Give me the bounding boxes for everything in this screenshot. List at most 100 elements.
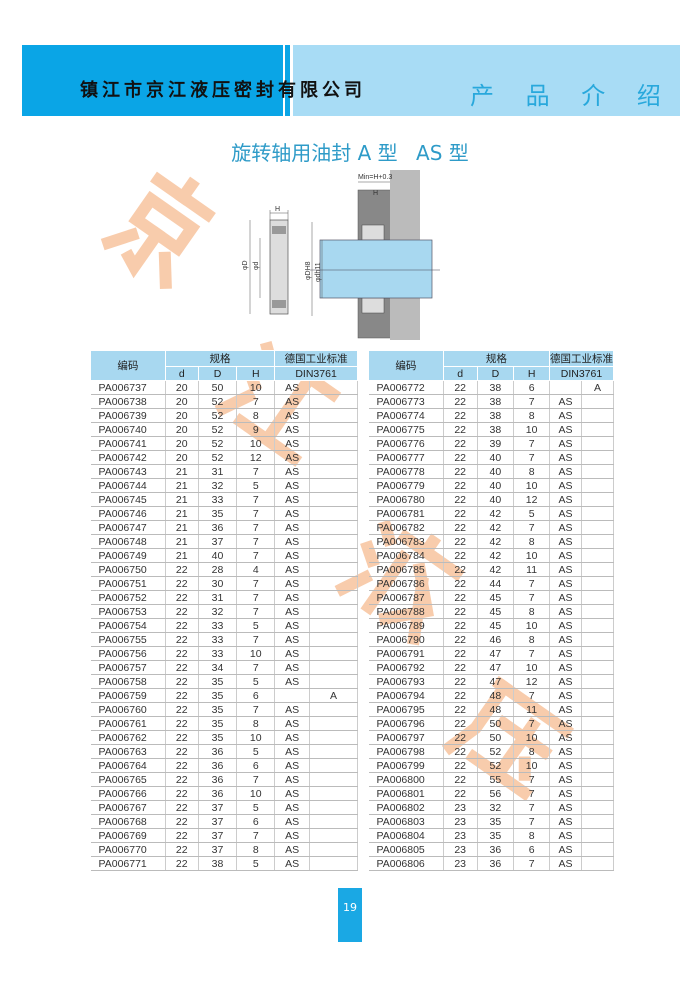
table-row: PA006757 22 34 7 AS	[90, 660, 358, 675]
table-row: PA006774 22 38 8 AS	[368, 408, 615, 423]
cell-D: 35	[477, 814, 515, 829]
cell-code: PA006746	[90, 506, 166, 521]
cell-H: 5	[236, 674, 276, 689]
cell-d: 22	[443, 548, 478, 563]
cell-as: AS	[549, 450, 582, 465]
cell-d: 23	[443, 814, 478, 829]
cell-as: AS	[549, 814, 582, 829]
cell-d: 22	[443, 744, 478, 759]
cell-a	[581, 828, 615, 843]
cell-as: AS	[549, 786, 582, 801]
cell-H: 5	[236, 856, 276, 871]
cell-D: 40	[198, 548, 238, 563]
table-row: PA006798 22 52 8 AS	[368, 744, 615, 759]
cell-as: AS	[274, 730, 311, 745]
table-row: PA006806 23 36 7 AS	[368, 856, 615, 871]
cell-d: 22	[165, 646, 199, 661]
cell-H: 5	[236, 744, 276, 759]
cell-a	[581, 464, 615, 479]
table-row: PA006771 22 38 5 AS	[90, 856, 358, 871]
cell-H: 7	[513, 772, 550, 787]
cell-D: 32	[198, 604, 238, 619]
cell-code: PA006779	[368, 478, 444, 493]
cell-a	[309, 464, 358, 479]
cell-code: PA006762	[90, 730, 166, 745]
cell-code: PA006743	[90, 464, 166, 479]
cell-d: 22	[443, 534, 478, 549]
cell-a	[309, 534, 358, 549]
cell-code: PA006775	[368, 422, 444, 437]
cell-code: PA006783	[368, 534, 444, 549]
cell-as: AS	[274, 590, 311, 605]
cell-as: AS	[274, 380, 311, 395]
label-dh11: φdh11	[315, 262, 322, 282]
header-code: 编码	[90, 350, 166, 381]
table-row: PA006783 22 42 8 AS	[368, 534, 615, 549]
cell-d: 22	[165, 842, 199, 857]
cell-a	[309, 422, 358, 437]
cell-a	[309, 842, 358, 857]
table-row: PA006781 22 42 5 AS	[368, 506, 615, 521]
cell-a	[309, 772, 358, 787]
cell-D: 52	[198, 436, 238, 451]
table-row: PA006747 21 36 7 AS	[90, 520, 358, 535]
cell-a	[581, 436, 615, 451]
cell-D: 56	[477, 786, 515, 801]
cell-d: 22	[443, 674, 478, 689]
cell-D: 38	[477, 394, 515, 409]
cell-D: 37	[198, 842, 238, 857]
cell-a	[581, 842, 615, 857]
cell-a	[581, 450, 615, 465]
cell-code: PA006792	[368, 660, 444, 675]
cell-a	[581, 674, 615, 689]
cell-H: 10	[513, 422, 550, 437]
cell-d: 22	[443, 660, 478, 675]
cell-as: AS	[274, 618, 311, 633]
cell-D: 38	[198, 856, 238, 871]
cell-code: PA006801	[368, 786, 444, 801]
table-row: PA006780 22 40 12 AS	[368, 492, 615, 507]
cell-a	[309, 380, 358, 395]
cell-H: 8	[513, 408, 550, 423]
cell-d: 21	[165, 520, 199, 535]
table-row: PA006765 22 36 7 AS	[90, 772, 358, 787]
cell-D: 38	[477, 422, 515, 437]
cell-a	[581, 478, 615, 493]
cell-D: 42	[477, 548, 515, 563]
watermark-stroke	[150, 171, 216, 223]
label-h-left: H	[275, 206, 280, 213]
cell-H: 10	[513, 758, 550, 773]
cell-as: AS	[549, 590, 582, 605]
cell-d: 22	[443, 716, 478, 731]
cell-d: 21	[165, 506, 199, 521]
cell-d: 21	[165, 534, 199, 549]
cell-as: AS	[549, 520, 582, 535]
cell-D: 52	[198, 422, 238, 437]
cell-H: 7	[513, 450, 550, 465]
cell-D: 47	[477, 660, 515, 675]
cell-a: A	[581, 380, 615, 395]
cell-H: 10	[513, 660, 550, 675]
header-standard: 德国工业标准	[548, 350, 615, 367]
cell-H: 6	[236, 688, 276, 703]
cell-as: AS	[274, 478, 311, 493]
title-a-type: 旋转轴用油封 A 型	[231, 141, 398, 165]
table-row: PA006763 22 36 5 AS	[90, 744, 358, 759]
cell-D: 36	[198, 744, 238, 759]
cell-D: 37	[198, 534, 238, 549]
cell-D: 40	[477, 478, 515, 493]
cell-D: 35	[198, 688, 238, 703]
cell-D: 55	[477, 772, 515, 787]
cell-H: 5	[236, 478, 276, 493]
cell-d: 22	[443, 604, 478, 619]
table-row: PA006742 20 52 12 AS	[90, 450, 358, 465]
cell-a	[581, 604, 615, 619]
header-d: d	[442, 366, 478, 381]
table-row: PA006773 22 38 7 AS	[368, 394, 615, 409]
cell-H: 6	[513, 842, 550, 857]
cell-as: AS	[549, 772, 582, 787]
cell-as: AS	[549, 576, 582, 591]
table-row: PA006772 22 38 6 A	[368, 380, 615, 395]
cell-code: PA006740	[90, 422, 166, 437]
cell-H: 7	[513, 436, 550, 451]
